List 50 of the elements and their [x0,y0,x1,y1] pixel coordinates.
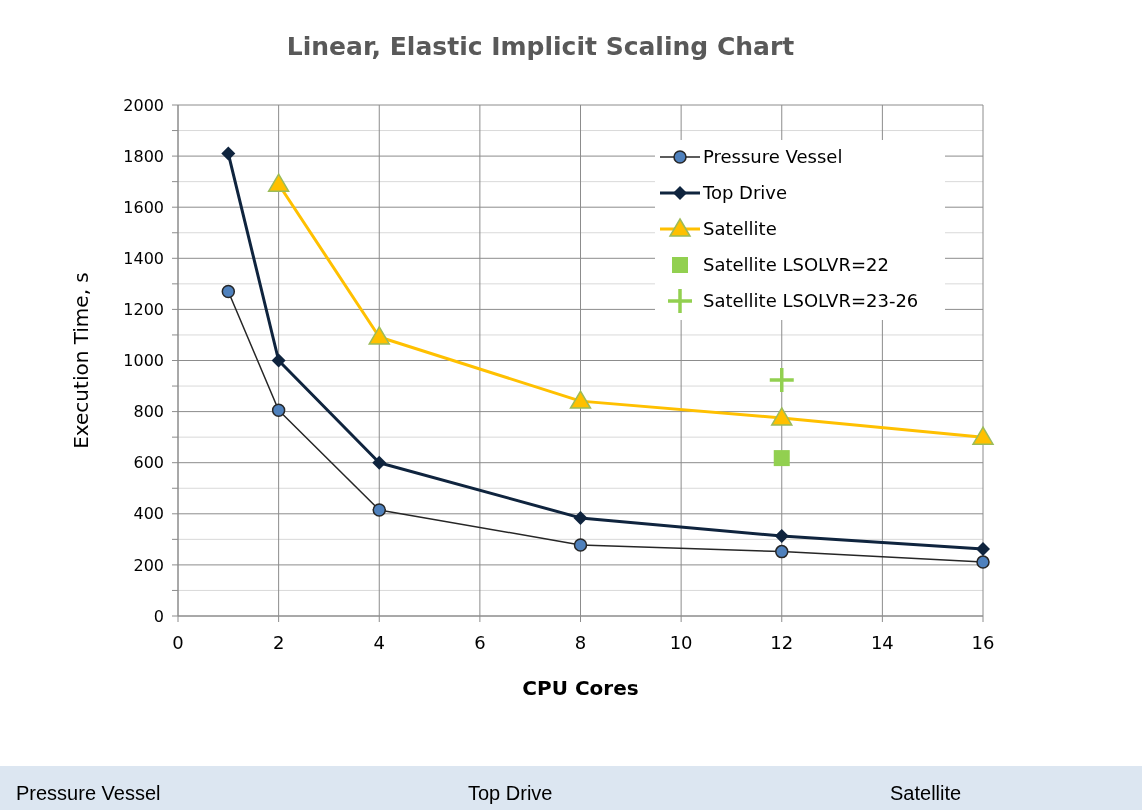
point [976,542,990,557]
text: Pressure Vessel [16,782,161,804]
legend-label: Satellite LSOLVR=22 [703,254,889,276]
point [221,146,236,161]
y-tick-label: 2000 [123,95,164,115]
x-tick-label: 4 [373,632,385,653]
legend-label: Top Drive [702,182,788,204]
y-axis-title: Execution Time, s [69,272,93,449]
legend-label: Satellite LSOLVR=23-26 [703,290,919,312]
point [271,353,286,368]
point [372,455,387,470]
point [972,426,994,445]
legend-label: Satellite [703,218,777,240]
y-tick-label: 600 [133,453,164,473]
x-tick-label: 0 [172,632,184,653]
x-tick-label: 8 [574,632,587,653]
y-tick-label: 200 [133,555,164,575]
point [976,555,990,569]
x-tick-label: 6 [474,632,486,653]
y-tick-label: 800 [133,402,164,422]
point [775,544,789,559]
x-tick-label: 10 [669,632,693,653]
x-tick-label: 16 [971,632,995,653]
x-axis-title: CPU Cores [522,676,639,700]
point [569,390,592,409]
y-tick-label: 1800 [123,146,164,166]
x-tick-label: 2 [272,632,285,653]
x-tick-label: 12 [770,632,794,653]
point [221,284,236,299]
y-tick-label: 1000 [123,351,164,371]
point [271,403,286,418]
y-tick-label: 1400 [123,248,164,268]
point [769,367,794,392]
point [372,503,386,517]
y-tick-label: 1200 [123,300,164,319]
y-tick-label: 1600 [123,197,164,217]
y-tick-label: 400 [133,504,164,524]
x-tick-label: 14 [870,632,894,653]
text: Satellite [890,782,962,804]
point [773,450,790,467]
y-tick-label: 0 [153,606,164,626]
point [368,326,390,345]
point [573,538,588,552]
point [267,173,290,192]
point [771,407,793,426]
legend-label: Pressure Vessel [703,146,843,168]
text: Top Drive [468,782,553,804]
point [774,529,789,544]
point [573,510,588,525]
chart-title: Linear, Elastic Implicit Scaling Chart [286,32,795,61]
